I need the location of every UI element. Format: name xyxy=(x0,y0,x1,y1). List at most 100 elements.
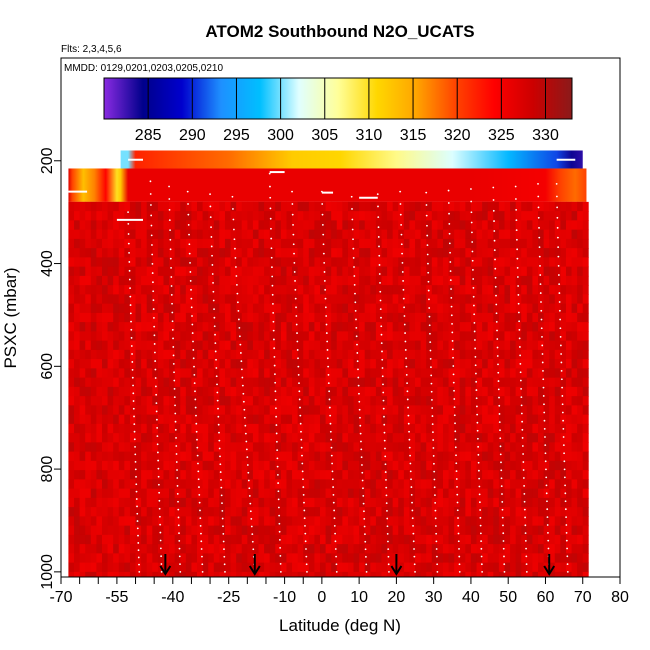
heatmap-cell xyxy=(191,516,198,527)
heatmap-cell xyxy=(342,451,349,462)
profile-point xyxy=(378,273,381,275)
heatmap-cell xyxy=(442,294,449,305)
heatmap-cell xyxy=(420,396,427,406)
heatmap-cell xyxy=(331,414,338,425)
profile-point xyxy=(563,468,566,471)
heatmap-cell xyxy=(236,294,243,305)
heatmap-cell xyxy=(560,303,567,314)
heatmap-cell xyxy=(577,368,584,379)
heatmap-cell xyxy=(359,433,366,443)
heatmap-cell xyxy=(141,507,148,517)
heatmap-cell xyxy=(180,544,187,554)
heatmap-cell xyxy=(521,451,528,462)
profile-point xyxy=(329,430,332,433)
profile-point xyxy=(168,208,171,211)
heatmap-cell xyxy=(359,442,366,453)
heatmap-cell xyxy=(191,396,198,406)
heatmap-cell xyxy=(146,534,153,545)
heatmap-cell xyxy=(107,322,114,332)
heatmap-cell xyxy=(224,322,231,332)
profile-point xyxy=(252,548,255,551)
heatmap-cell xyxy=(415,414,421,425)
heatmap-cell xyxy=(504,460,511,471)
heatmap-cell xyxy=(297,322,304,332)
heatmap-cell xyxy=(347,497,354,508)
profile-point xyxy=(170,285,173,287)
heatmap-cell xyxy=(185,211,192,221)
heatmap-cell xyxy=(314,396,321,406)
heatmap-cell xyxy=(431,322,438,332)
plot-frame xyxy=(60,57,621,578)
heatmap-cell xyxy=(208,257,215,268)
heatmap-cell xyxy=(387,238,394,249)
heatmap-cell xyxy=(538,248,544,258)
heatmap-cell xyxy=(113,349,120,360)
heatmap-cell xyxy=(280,553,287,564)
heatmap-cell xyxy=(515,340,522,351)
heatmap-cell xyxy=(286,525,293,536)
heatmap-cell xyxy=(208,285,215,295)
heatmap-cell xyxy=(336,201,343,212)
heatmap-cell xyxy=(163,516,170,527)
heatmap-cell xyxy=(448,359,455,369)
heatmap-cell xyxy=(219,442,226,453)
heatmap-cell xyxy=(264,201,271,212)
heatmap-cell xyxy=(437,331,444,342)
heatmap-cell xyxy=(96,497,103,508)
chart-title: ATOM2 Southbound N2O_UCATS xyxy=(205,22,474,41)
profile-point xyxy=(135,483,138,486)
heatmap-cell xyxy=(141,257,148,268)
heatmap-cell xyxy=(437,303,444,314)
heatmap-cell xyxy=(359,507,366,517)
heatmap-cell xyxy=(403,349,410,360)
heatmap-cell xyxy=(498,497,505,508)
profile-point xyxy=(213,325,216,328)
heatmap-cell xyxy=(303,229,310,240)
heatmap-cell xyxy=(392,516,399,527)
heatmap-cell xyxy=(448,534,455,545)
profile-point xyxy=(275,424,278,426)
y-axis-label: PSXC (mbar) xyxy=(1,267,20,368)
heatmap-cell xyxy=(157,460,164,471)
heatmap-cell xyxy=(118,451,125,462)
heatmap-cell xyxy=(582,368,589,379)
heatmap-cell xyxy=(387,516,394,527)
heatmap-cell xyxy=(101,470,108,480)
heatmap-cell xyxy=(493,266,500,277)
y-tick-label: 800 xyxy=(39,456,56,483)
heatmap-cell xyxy=(252,201,259,212)
profile-point xyxy=(293,252,295,255)
profile-point xyxy=(365,570,368,573)
heatmap-cell xyxy=(582,377,589,388)
profile-point xyxy=(279,570,282,573)
heatmap-cell xyxy=(280,340,287,351)
heatmap-cell xyxy=(375,451,382,462)
profile-point xyxy=(321,203,324,205)
profile-point xyxy=(324,288,327,291)
heatmap-cell xyxy=(107,442,114,453)
heatmap-cell xyxy=(392,266,399,277)
heatmap-cell xyxy=(230,331,237,342)
heatmap-cell xyxy=(420,275,427,286)
heatmap-cell xyxy=(169,497,176,508)
heatmap-cell xyxy=(320,423,326,434)
heatmap-cell xyxy=(303,285,310,295)
heatmap-cell xyxy=(526,294,533,305)
heatmap-cell xyxy=(398,211,405,221)
heatmap-cell xyxy=(79,488,86,499)
heatmap-cell xyxy=(336,479,343,490)
heatmap-cell xyxy=(482,386,489,397)
heatmap-cell xyxy=(90,359,97,369)
profile-point xyxy=(200,548,203,550)
heatmap-cell xyxy=(101,386,108,397)
heatmap-cell xyxy=(515,562,522,573)
heatmap-cell xyxy=(68,414,75,425)
profile-point xyxy=(271,284,274,287)
heatmap-cell xyxy=(90,386,97,397)
heatmap-cell xyxy=(342,414,349,425)
heatmap-cell xyxy=(465,294,472,305)
heatmap-cell xyxy=(107,497,114,508)
heatmap-cell xyxy=(169,312,176,323)
heatmap-cell xyxy=(565,368,572,379)
heatmap-cell xyxy=(297,220,304,231)
